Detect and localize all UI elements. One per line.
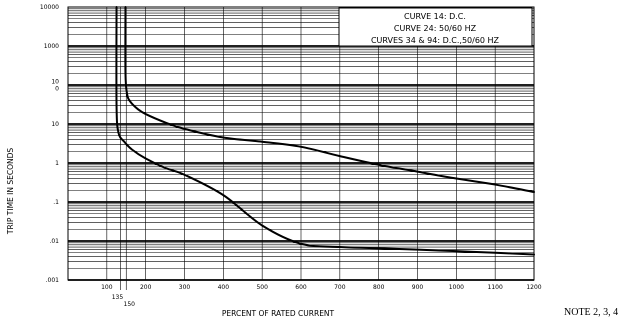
trip-curves	[115, 6, 535, 256]
x-tick-700: 700	[334, 284, 346, 291]
legend-line-1: CURVE 14: D.C.	[404, 12, 466, 21]
note-label: NOTE 2, 3, 4	[564, 307, 619, 318]
y-tick-label: 1000	[44, 43, 59, 50]
y-tick-label: 10	[51, 79, 59, 86]
y-tick-label: .01	[49, 238, 59, 245]
x-tick-1000: 1000	[449, 284, 464, 291]
y-tick-label: .1	[53, 199, 59, 206]
legend-line-3: CURVES 34 & 94: D.C.,50/60 HZ	[371, 36, 500, 45]
x-tick-300: 300	[179, 284, 191, 291]
y-tick-label: .001	[46, 277, 60, 284]
y-tick-label: 0	[55, 86, 59, 93]
plot-frame	[67, 6, 535, 281]
y-tick-label: 10000	[40, 4, 59, 11]
x-tick-150: 150	[124, 301, 136, 308]
grid-lines	[68, 7, 534, 290]
x-tick-200: 200	[140, 284, 152, 291]
x-tick-1100: 1100	[488, 284, 503, 291]
x-tick-135: 135	[112, 294, 124, 301]
legend-box	[338, 7, 533, 47]
y-tick-label: 1	[55, 160, 59, 167]
x-tick-400: 400	[218, 284, 230, 291]
x-axis-title: PERCENT OF RATED CURRENT	[222, 309, 335, 318]
x-tick-1200: 1200	[526, 284, 541, 291]
x-tick-900: 900	[412, 284, 424, 291]
tick-labels: 100 200 300 400 500 600 700 800 900 1000 1100 12001…	[40, 4, 542, 308]
trip-curve-1	[115, 6, 535, 256]
y-axis-title: TRIP TIME IN SECONDS	[6, 148, 15, 236]
x-tick-800: 800	[373, 284, 385, 291]
x-tick-600: 600	[295, 284, 307, 291]
x-tick-500: 500	[256, 284, 268, 291]
legend-line-2: CURVE 24: 50/60 HZ	[394, 24, 477, 33]
legend: CURVE 14: D.C. CURVE 24: 50/60 HZ CURVES…	[338, 7, 533, 47]
y-tick-label: 10	[51, 121, 59, 128]
trip-curve-2	[124, 6, 535, 194]
x-tick-100: 100	[101, 284, 113, 291]
